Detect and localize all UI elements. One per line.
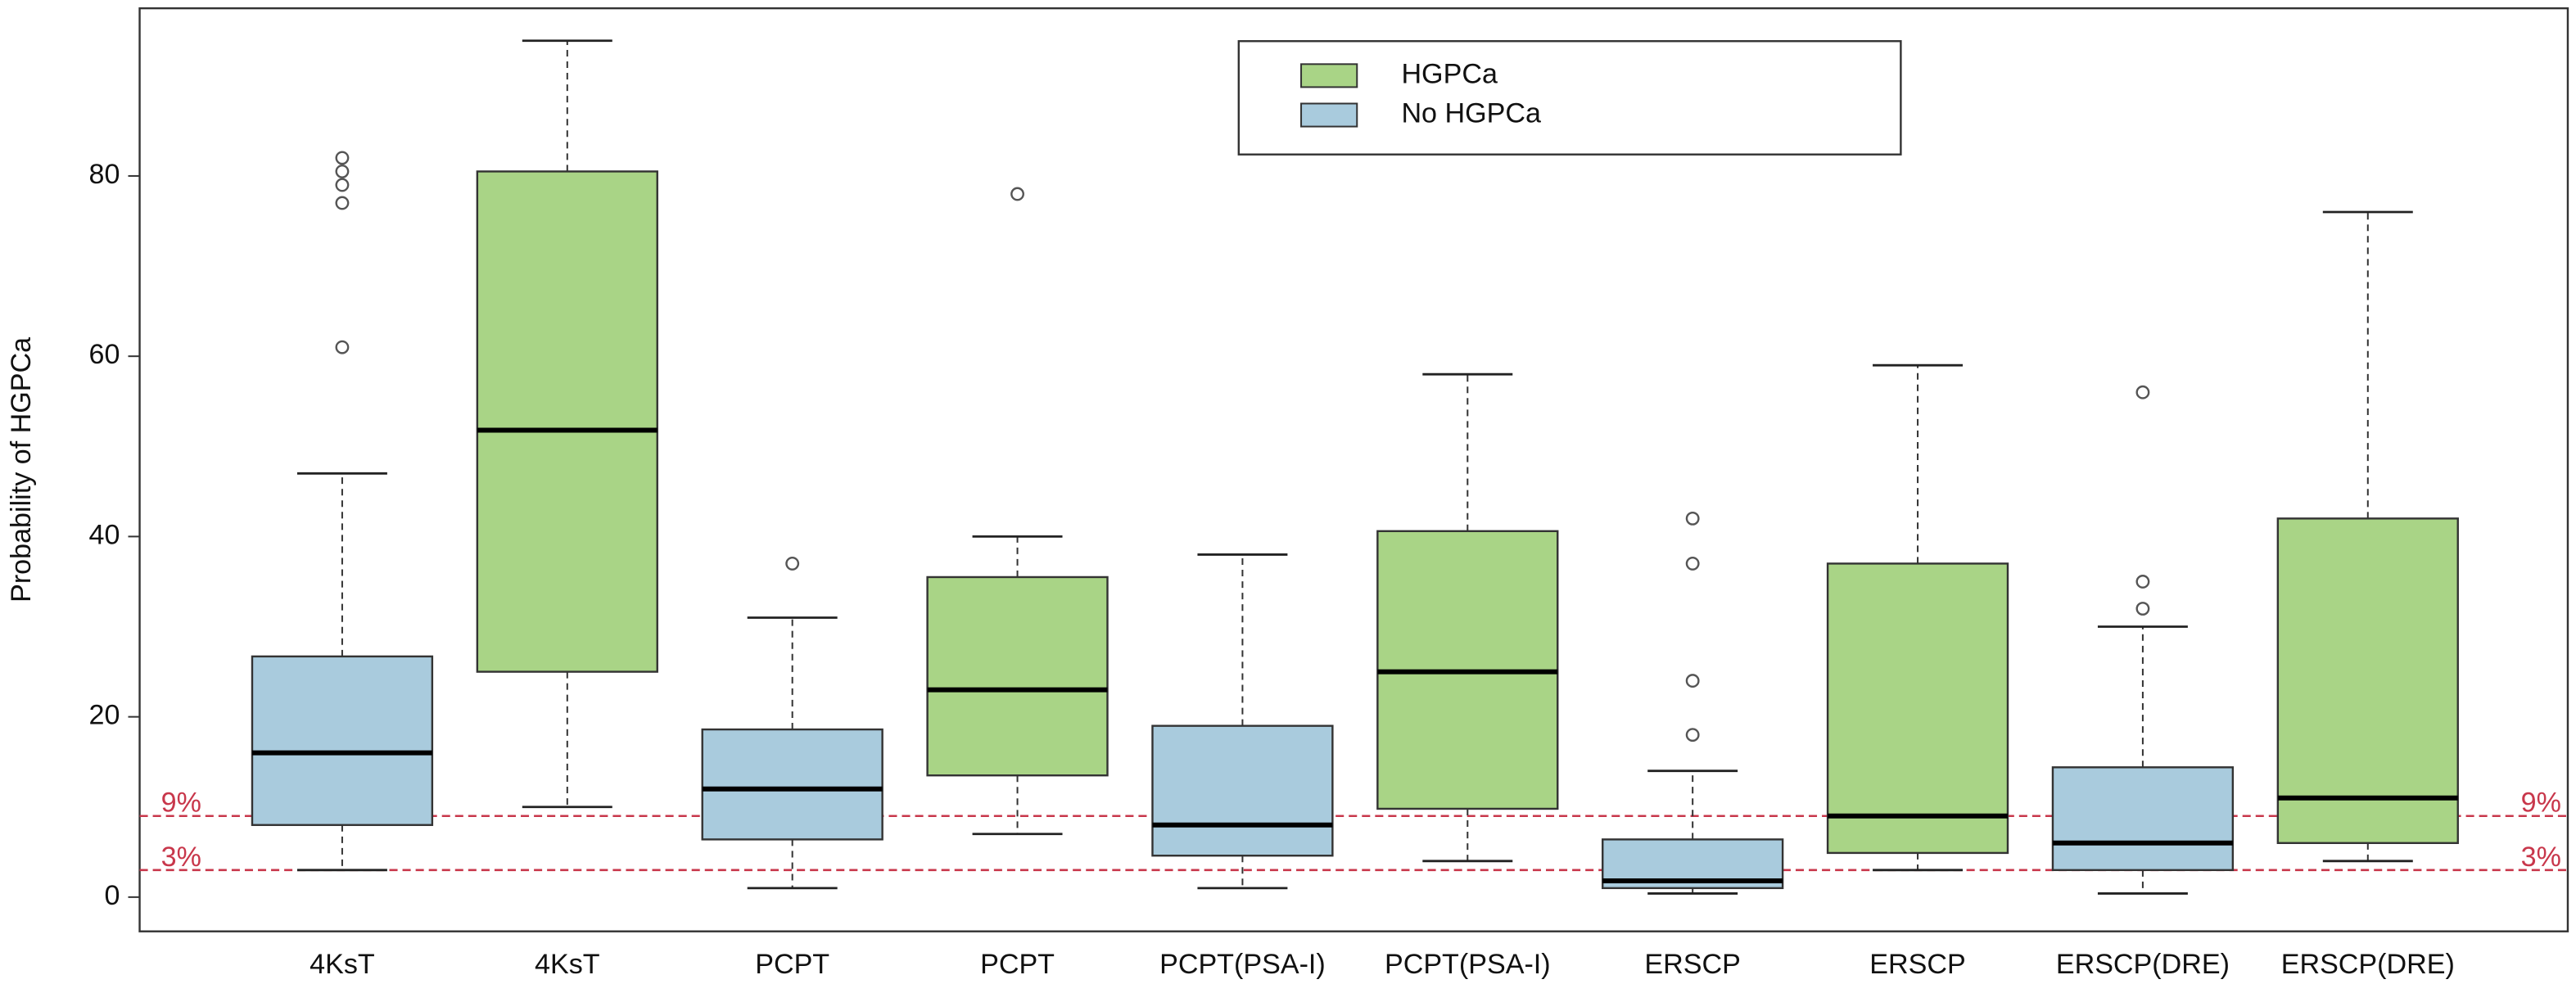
outlier (785, 557, 800, 571)
x-tick-label: ERSCP (1644, 949, 1740, 980)
y-axis-label: Probability of HGPCa (6, 337, 37, 603)
y-tick-label: 20 (89, 700, 120, 731)
legend-swatch (1300, 63, 1358, 88)
reference-label: 9% (2521, 788, 2561, 819)
outlier (1010, 187, 1024, 201)
x-tick-label: ERSCP (1869, 949, 1965, 980)
box (1826, 562, 2009, 855)
legend-label: No HGPCa (1401, 98, 1541, 129)
box (2051, 766, 2235, 872)
legend-frame (1237, 40, 1902, 156)
legend-label: HGPCa (1401, 58, 1498, 89)
outlier (335, 196, 350, 210)
y-tick-label: 60 (89, 339, 120, 370)
outlier (1685, 674, 1700, 688)
box (251, 655, 434, 826)
x-tick-label: ERSCP(DRE) (2281, 949, 2455, 980)
legend-swatch (1300, 102, 1358, 128)
outlier (2135, 575, 2150, 589)
x-tick-label: 4KsT (310, 949, 375, 980)
outlier (2135, 385, 2150, 399)
x-tick-label: PCPT(PSA-I) (1159, 949, 1326, 980)
y-tick-label: 80 (89, 159, 120, 190)
box (1151, 724, 1334, 857)
outlier (335, 340, 350, 354)
box (926, 576, 1109, 777)
box (701, 728, 884, 841)
reference-label: 3% (2521, 842, 2561, 873)
outlier (1685, 511, 1700, 526)
x-tick-label: PCPT (980, 949, 1055, 980)
x-tick-label: 4KsT (535, 949, 600, 980)
y-tick-label: 0 (104, 880, 120, 911)
outlier (1685, 557, 1700, 571)
x-tick-label: PCPT(PSA-I) (1385, 949, 1551, 980)
outlier (1685, 728, 1700, 743)
x-tick-label: ERSCP(DRE) (2056, 949, 2230, 980)
outlier (335, 151, 350, 165)
outlier (2135, 602, 2150, 616)
reference-label: 3% (161, 842, 201, 873)
y-tick-label: 40 (89, 519, 120, 550)
reference-label: 9% (161, 788, 201, 819)
outlier (335, 165, 350, 178)
x-tick-label: PCPT (755, 949, 829, 980)
plot-frame (138, 7, 2569, 932)
box (2276, 517, 2459, 844)
box (476, 170, 658, 673)
outlier (335, 178, 350, 192)
